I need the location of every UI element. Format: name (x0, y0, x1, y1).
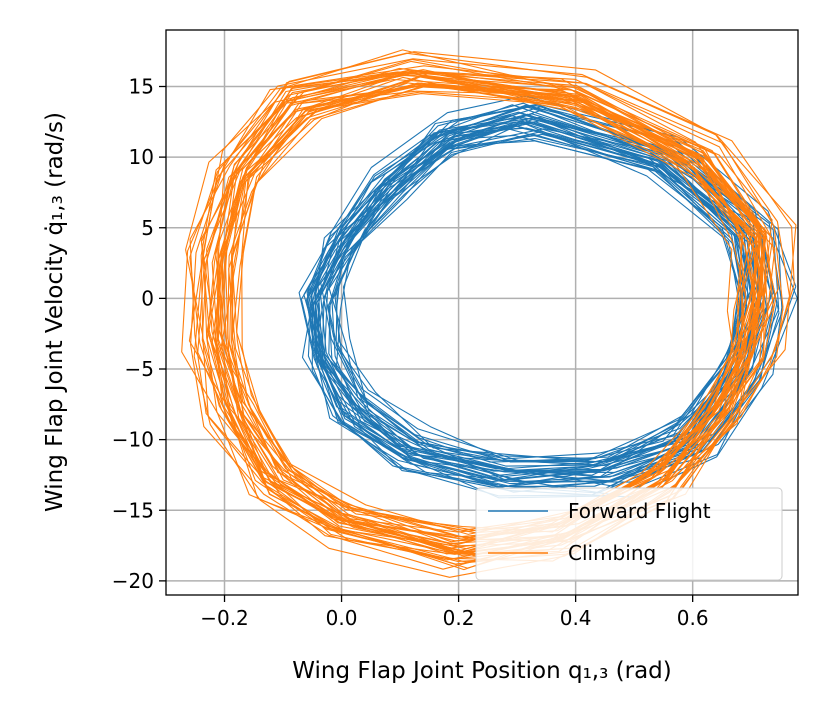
y-tick-label: −10 (112, 428, 154, 452)
series-cycle-line (201, 65, 784, 555)
series-cycle-line (342, 128, 759, 460)
legend-box (475, 487, 783, 581)
series-cycle-line (335, 133, 763, 473)
series-cycle-line (206, 82, 776, 555)
y-axis-title: Wing Flap Joint Velocity q̇₁,₃ (rad/s) (42, 112, 68, 512)
x-tick-label: 0.2 (443, 606, 475, 630)
legend-label-climbing: Climbing (568, 541, 656, 565)
series-cycle-line (214, 67, 747, 547)
series-cycle-line (208, 85, 760, 538)
y-tick-label: 0 (141, 286, 154, 310)
series-cycle-line (185, 71, 762, 560)
y-tick-label: −5 (125, 357, 154, 381)
series-cycle-line (189, 52, 791, 565)
series-lines (181, 49, 798, 578)
series-cycle-line (314, 111, 747, 478)
x-tick-label: 0.0 (326, 606, 358, 630)
series-cycle-line (215, 70, 766, 542)
y-tick-label: 10 (129, 145, 154, 169)
series-cycle-line (306, 114, 742, 476)
series-climbing (181, 49, 797, 578)
series-cycle-line (189, 49, 773, 571)
x-tick-label: 0.4 (560, 606, 592, 630)
series-cycle-line (188, 58, 795, 563)
x-axis-title: Wing Flap Joint Position q₁,₃ (rad) (292, 658, 672, 684)
series-cycle-line (220, 75, 743, 543)
series-forward-flight (298, 95, 798, 499)
plot-frame (165, 29, 799, 596)
y-tick-label: −20 (112, 569, 154, 593)
legend: Forward Flight Climbing (475, 487, 783, 581)
series-cycle-line (236, 82, 765, 539)
series-cycle-line (334, 131, 756, 463)
x-tick-label: 0.6 (677, 606, 709, 630)
y-tick-label: −15 (112, 498, 154, 522)
axis-ticks: −0.2 0.0 0.2 0.4 0.6 −20 −15 −10 −5 0 5 10 15 (112, 75, 709, 631)
series-cycle-line (303, 102, 749, 479)
legend-label-forward-flight: Forward Flight (568, 499, 711, 523)
y-tick-label: 15 (129, 75, 154, 99)
x-tick-label: −0.2 (200, 606, 249, 630)
y-tick-label: 5 (141, 216, 154, 240)
series-cycle-line (320, 113, 740, 463)
series-cycle-line (206, 72, 765, 555)
series-cycle-line (190, 71, 763, 570)
series-cycle-line (317, 114, 774, 481)
